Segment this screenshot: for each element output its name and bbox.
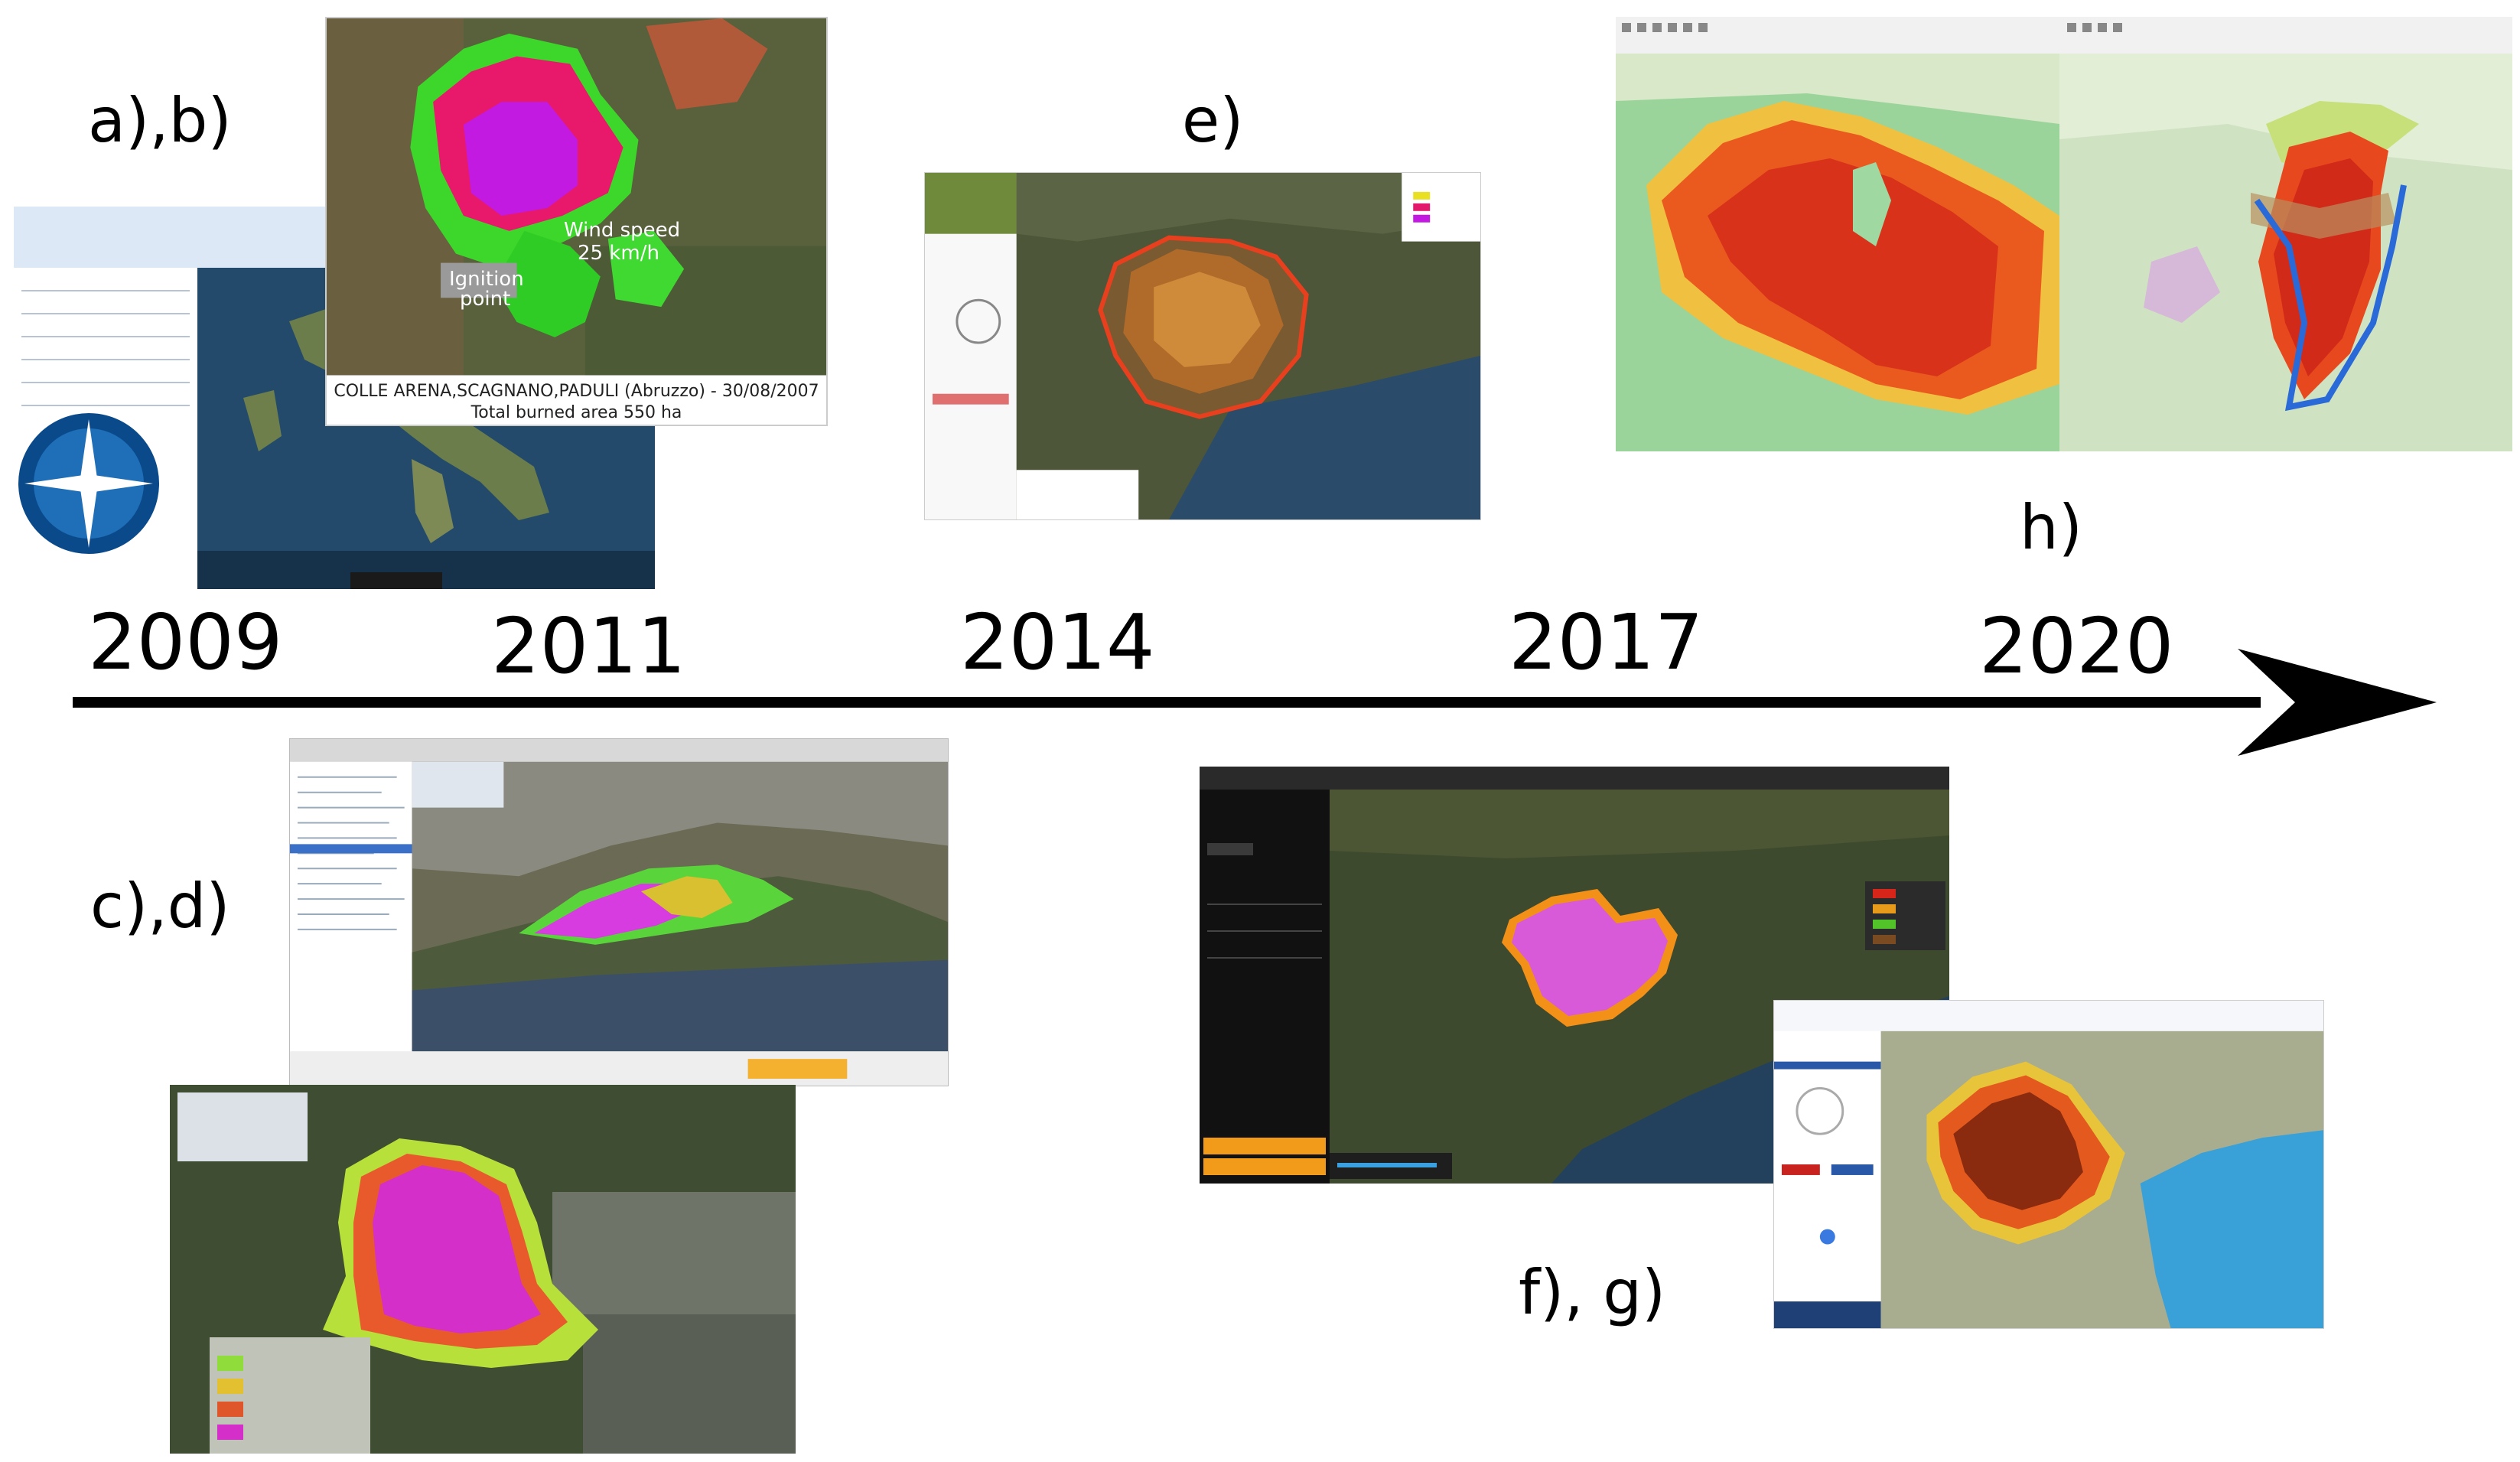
year-2020: 2020 xyxy=(1979,601,2174,691)
screenshot-d-burn-probability xyxy=(170,1085,796,1454)
year-2009: 2009 xyxy=(88,597,283,687)
wind-speed-label: Wind speed 25 km/h xyxy=(564,219,680,265)
screenshot-b-fire-spread: Wind speed 25 km/h Ignition point COLLE … xyxy=(325,17,828,426)
fire-caption-line2: Total burned area 550 ha xyxy=(470,403,682,422)
ignition-line1: Ignition xyxy=(449,268,524,291)
screenshot-c-3d-viewer xyxy=(289,738,949,1086)
year-2014: 2014 xyxy=(960,597,1155,687)
fire-caption-line1: COLLE ARENA,SCAGNANO,PADULI (Abruzzo) - … xyxy=(334,382,819,401)
label-h: h) xyxy=(2020,492,2082,563)
label-ab: a),b) xyxy=(88,85,232,156)
fire-caption: COLLE ARENA,SCAGNANO,PADULI (Abruzzo) - … xyxy=(327,381,826,424)
ignition-line2: point xyxy=(460,288,511,311)
year-2011: 2011 xyxy=(491,601,686,691)
year-2017: 2017 xyxy=(1509,597,1704,687)
label-cd: c),d) xyxy=(90,871,230,942)
screenshot-h-desktop-gis xyxy=(1616,17,2512,451)
wind-speed-line1: Wind speed xyxy=(564,219,681,242)
ignition-point-label: Ignition point xyxy=(449,269,524,309)
screenshot-g-dashboard xyxy=(1773,1000,2324,1329)
screenshot-f-dark-platform xyxy=(1200,767,1949,1184)
wind-speed-line2: 25 km/h xyxy=(578,242,659,265)
label-e: e) xyxy=(1182,85,1244,156)
screenshot-e-webgis xyxy=(924,172,1481,520)
label-fg: f), g) xyxy=(1519,1257,1666,1328)
